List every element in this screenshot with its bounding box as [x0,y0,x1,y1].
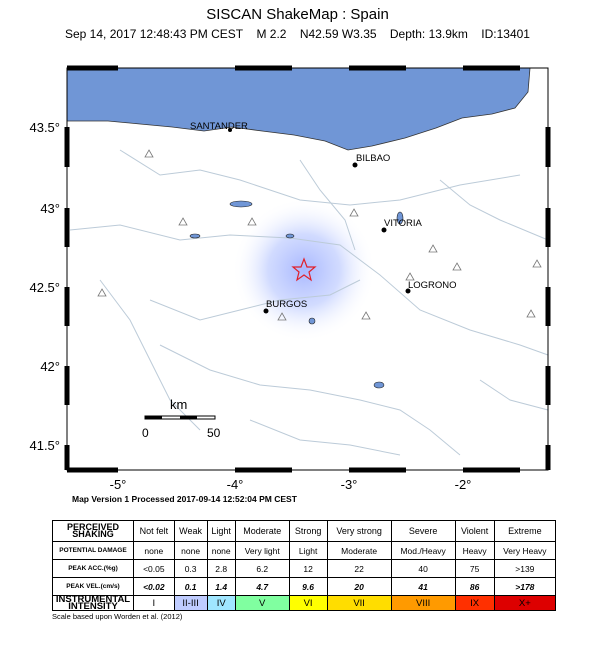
scale-unit: km [170,397,187,412]
legend-row: PERCEIVED SHAKING Not felt Weak Light Modera… [52,520,557,542]
city-label: BURGOS [266,299,307,310]
event-info: Sep 14, 2017 12:48:43 PM CEST M 2.2 N42.… [0,27,595,41]
city-dots [228,128,411,314]
legend-cell: >178 [493,577,557,596]
scale-start: 0 [142,426,149,440]
legend-cell: 22 [326,559,392,578]
legend-cell: 41 [390,577,456,596]
legend-cell: Moderate [326,541,392,560]
legend-cell: Very strong [326,520,392,542]
legend-cell: X+ [493,595,557,611]
map-frame [66,67,549,471]
legend-cell: Very light [234,541,290,560]
legend-cell: 1.4 [206,577,236,596]
legend-cell: 20 [326,577,392,596]
legend-cell: >139 [493,559,557,578]
scale-bar [144,415,216,420]
legend-cell: Severe [390,520,456,542]
map: SANTANDER BILBAO VITORIA LOGRONO BURGOS … [29,65,551,492]
legend-row: INSTRUMENTAL INTENSITY I II-III IV V VI VII VII… [52,595,557,611]
legend-cell: Strong [288,520,328,542]
legend-row: POTENTIAL DAMAGE none none none Very light Li… [52,541,557,560]
legend-cell: IX [454,595,495,611]
depth: Depth: 13.9km [389,27,468,41]
lat-label: 41.5° [29,438,60,453]
legend-cell: none [133,541,175,560]
row-label: POTENTIAL DAMAGE [52,541,134,560]
legend-cell: II-III [173,595,208,611]
legend-row: PEAK VEL.(cm/s) <0.02 0.1 1.4 4.7 9.6 20 41 86 >1… [52,577,557,596]
legend-cell: 9.6 [288,577,328,596]
rivers [69,149,549,456]
legend-cell: 0.3 [173,559,208,578]
legend-cell: Mod./Heavy [390,541,456,560]
legend-cell: Extreme [493,520,557,542]
lon-label: -3° [341,477,358,492]
map-version: Map Version 1 Processed 2017-09-14 12:52… [72,494,297,504]
legend-cell: Violent [454,520,495,542]
legend-cell: 12 [288,559,328,578]
row-label: PERCEIVED SHAKING [52,520,134,542]
legend-cell: Very Heavy [493,541,557,560]
legend-cell: 75 [454,559,495,578]
legend-cell: Not felt [133,520,175,542]
intensity-glow [232,198,376,342]
legend-cell: 2.8 [206,559,236,578]
legend-cell: I [133,595,175,611]
legend-cell: 4.7 [234,577,290,596]
city-label: SANTANDER [190,121,248,132]
stations [97,149,542,321]
lat-label: 43.5° [29,120,60,135]
city-label: VITORIA [384,218,422,229]
legend-cell: Light [206,520,236,542]
legend-cell: Weak [173,520,208,542]
lat-label: 42.5° [29,280,60,295]
legend-cell: IV [206,595,236,611]
footnote: Scale based upon Worden et al. (2012) [52,612,183,621]
epicenter [291,257,317,282]
legend-cell: none [206,541,236,560]
frame-ticks [64,65,551,473]
city-label: LOGRONO [408,280,457,291]
legend-cell: Moderate [234,520,290,542]
legend-cell: <0.05 [133,559,175,578]
legend-cell: 40 [390,559,456,578]
legend-cell: none [173,541,208,560]
legend-row: PEAK ACC.(%g) <0.05 0.3 2.8 6.2 12 22 40 75 >139 [52,559,557,578]
legend-cell: VII [326,595,392,611]
lon-label: -4° [227,477,244,492]
legend-cell: VI [288,595,328,611]
lon-label: -5° [110,477,127,492]
legend-cell: VIII [390,595,456,611]
row-label: PEAK VEL.(cm/s) [52,577,134,596]
sea [66,67,531,151]
city-label: BILBAO [356,153,390,164]
legend-cell: V [234,595,290,611]
row-label: INSTRUMENTAL INTENSITY [52,595,134,611]
lat-label: 42° [40,359,60,374]
lat-label: 43° [40,201,60,216]
legend-cell: 0.1 [173,577,208,596]
legend-cell: <0.02 [133,577,175,596]
legend-cell: 86 [454,577,495,596]
magnitude: M 2.2 [256,27,287,41]
title: SISCAN ShakeMap : Spain [206,6,389,23]
lon-label: -2° [455,477,472,492]
location: N42.59 W3.35 [299,27,377,41]
event-time: Sep 14, 2017 12:48:43 PM CEST [65,27,244,41]
scale-end: 50 [207,426,221,440]
legend-cell: Light [288,541,328,560]
intensity-legend: PERCEIVED SHAKING Not felt Weak Light Modera… [52,520,557,611]
event-id: ID:13401 [481,27,530,41]
legend-cell: 6.2 [234,559,290,578]
lakes [189,200,404,389]
legend-cell: Heavy [454,541,495,560]
row-label: PEAK ACC.(%g) [52,559,134,578]
